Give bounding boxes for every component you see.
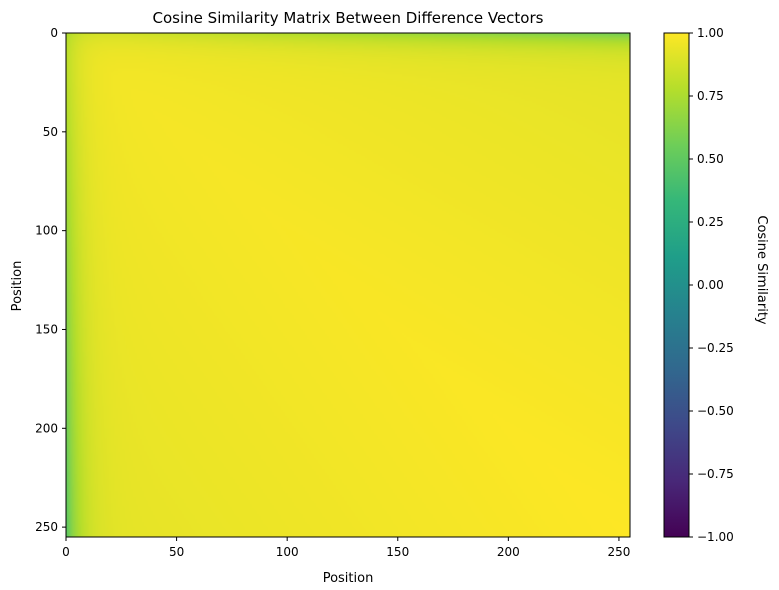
colorbar-tick-label: 0.00 [697,278,724,292]
colorbar-tick-label: −0.50 [697,404,734,418]
colorbar [663,32,690,538]
x-tick-label: 200 [497,545,520,559]
x-tick-label: 150 [386,545,409,559]
colorbar-tick-label: −0.25 [697,341,734,355]
y-tick-label: 150 [35,322,58,336]
y-axis-ticks: 0 50 100 150 200 250 [35,26,66,534]
chart-title: Cosine Similarity Matrix Between Differe… [153,9,544,27]
x-tick-label: 50 [169,545,184,559]
x-axis-label: Position [323,571,374,586]
y-tick-label: 50 [43,125,58,139]
colorbar-tick-label: 0.50 [697,152,724,166]
x-tick-label: 100 [276,545,299,559]
y-tick-label: 100 [35,224,58,238]
colorbar-tick-label: 0.75 [697,89,724,103]
colorbar-label: Cosine Similarity [754,215,769,325]
colorbar-tick-label: −1.00 [697,530,734,544]
colorbar-tick-label: 1.00 [697,26,724,40]
x-tick-label: 0 [62,545,70,559]
colorbar-ticks: 1.00 0.75 0.50 0.25 0.00 −0.25 −0.50 −0.75 −1.00 [689,26,734,544]
heatmap-plot-area [66,33,630,537]
plot-frame [65,32,631,538]
colorbar-tick-label: 0.25 [697,215,724,229]
y-tick-label: 0 [50,26,58,40]
y-tick-label: 200 [35,421,58,435]
heatmap-image [66,33,630,537]
x-axis-ticks: 0 50 100 150 200 250 [62,537,630,559]
colorbar-tick-label: −0.75 [697,467,734,481]
y-tick-label: 250 [35,520,58,534]
y-axis-label: Position [10,261,25,312]
x-tick-label: 250 [607,545,630,559]
